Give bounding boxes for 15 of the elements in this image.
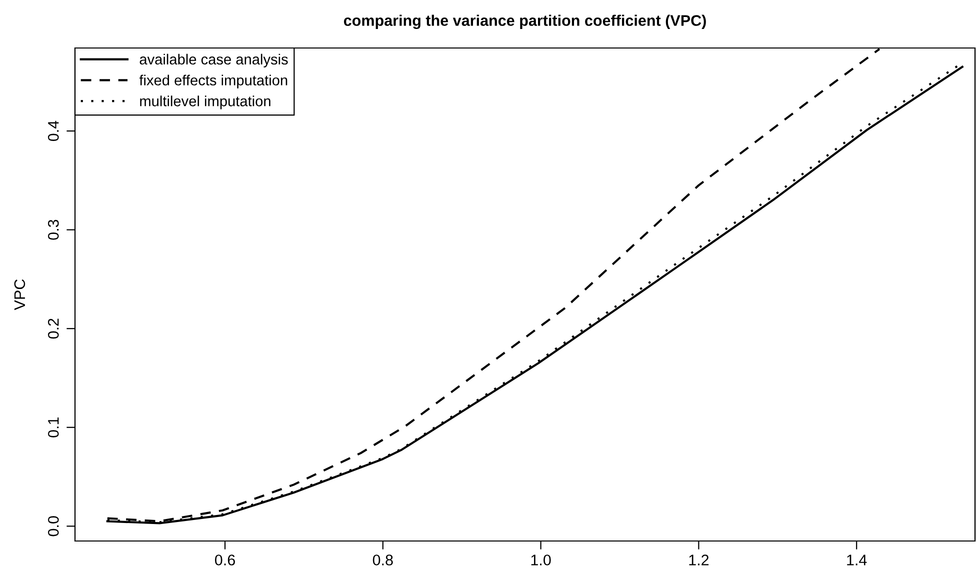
x-tick-label: 0.8: [372, 554, 393, 566]
chart-title: comparing the variance partition coefficient (VPC): [344, 14, 706, 30]
x-tick-label: 0.6: [214, 554, 235, 566]
legend-label: fixed effects imputation: [139, 74, 288, 88]
y-tick-label: 0.2: [48, 318, 59, 339]
legend-label: available case analysis: [140, 54, 288, 68]
y-tick-label: 0.0: [48, 516, 59, 536]
y-tick-label: 0.1: [48, 418, 59, 438]
x-tick-label: 1.4: [847, 554, 867, 566]
x-tick-label: 1.0: [531, 554, 551, 566]
y-tick-label: 0.3: [48, 220, 59, 240]
legend-label: multilevel imputation: [140, 96, 270, 110]
y-axis-title: VPC: [14, 279, 26, 310]
y-tick-label: 0.4: [48, 120, 59, 142]
x-tick-label: 1.2: [689, 554, 709, 566]
